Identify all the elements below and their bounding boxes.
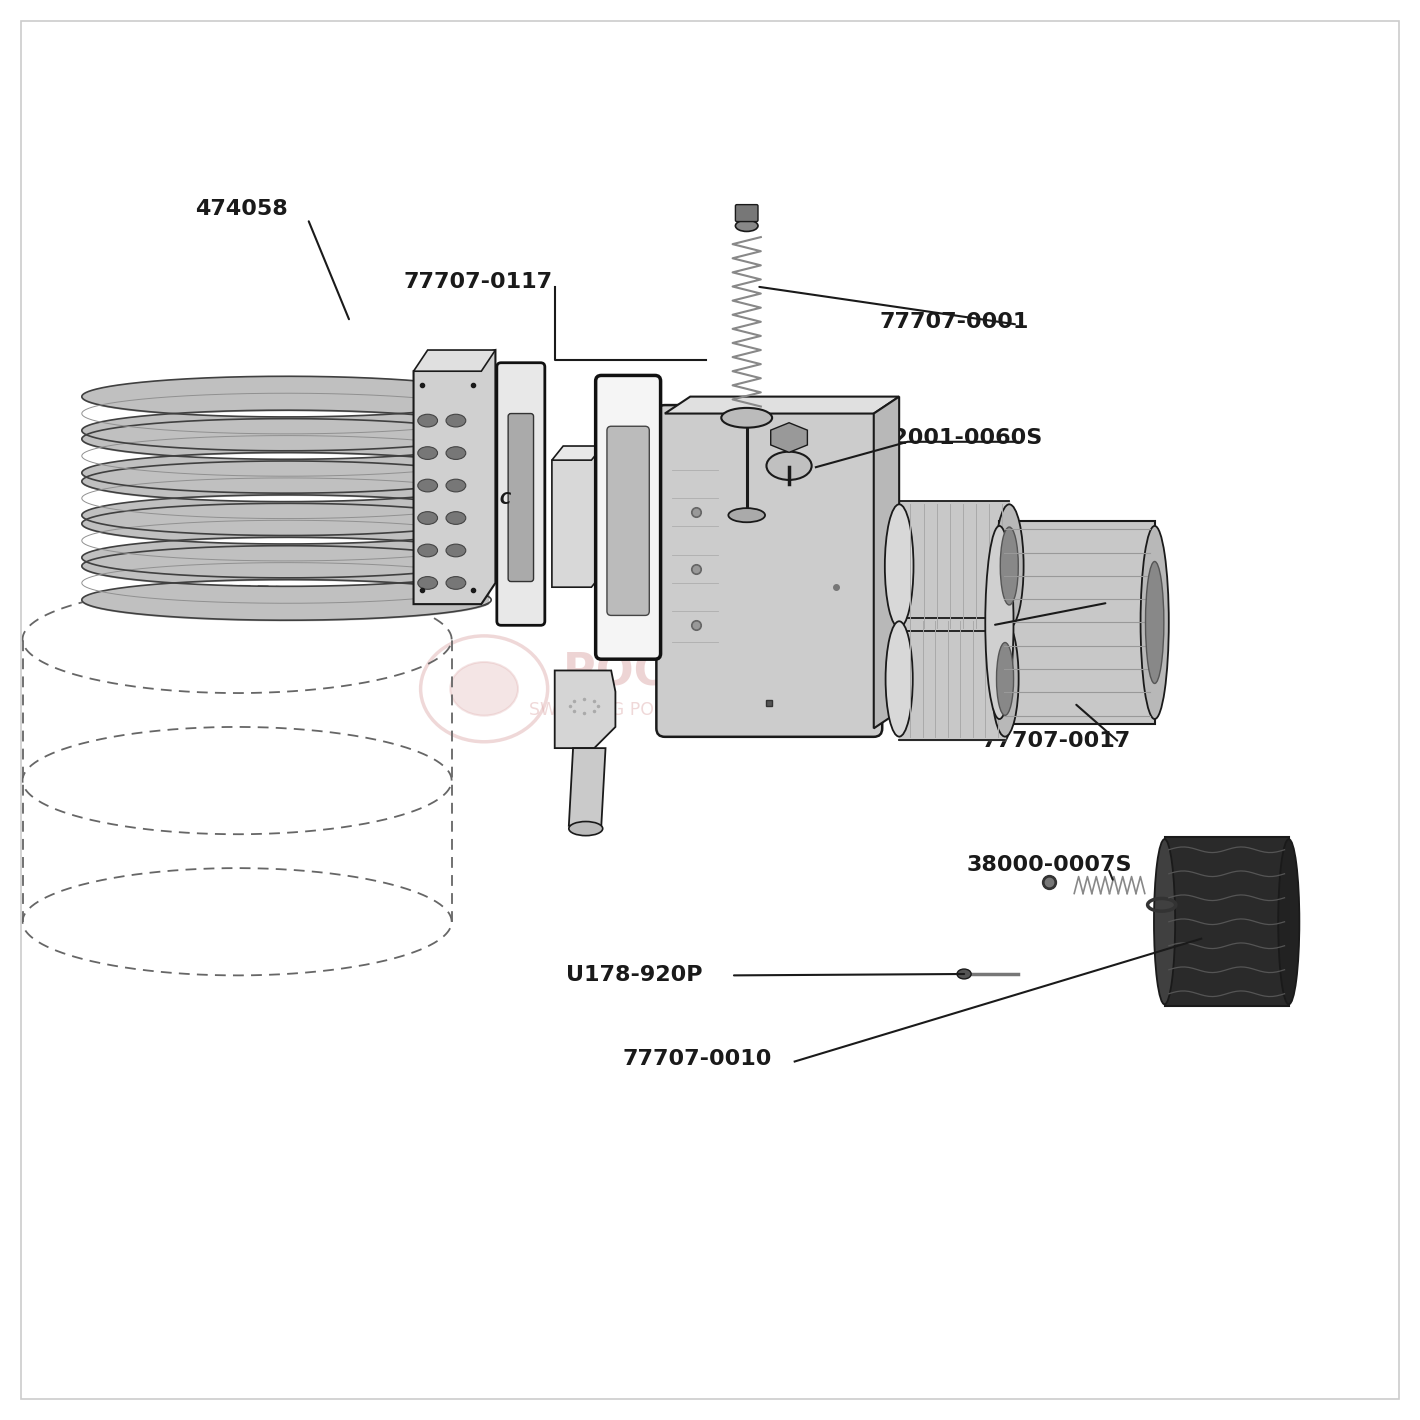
Text: 42001-0060S: 42001-0060S	[876, 427, 1042, 447]
Ellipse shape	[721, 408, 772, 427]
Ellipse shape	[446, 415, 466, 427]
Ellipse shape	[1140, 525, 1169, 719]
Polygon shape	[569, 748, 605, 826]
Text: SWIMMING POOL SUPPLIES & EQUIPMENT: SWIMMING POOL SUPPLIES & EQUIPMENT	[528, 701, 892, 719]
Text: POOL MART: POOL MART	[564, 652, 856, 694]
Polygon shape	[552, 446, 602, 460]
Ellipse shape	[417, 415, 437, 427]
Polygon shape	[873, 396, 899, 728]
Ellipse shape	[1278, 839, 1299, 1004]
FancyBboxPatch shape	[508, 413, 534, 582]
Ellipse shape	[446, 577, 466, 589]
Ellipse shape	[446, 447, 466, 460]
Ellipse shape	[417, 511, 437, 524]
Text: C: C	[500, 491, 511, 507]
Ellipse shape	[1000, 527, 1018, 605]
Polygon shape	[1000, 521, 1154, 724]
Ellipse shape	[767, 452, 812, 480]
Text: 474058: 474058	[195, 199, 287, 219]
Ellipse shape	[417, 544, 437, 557]
Ellipse shape	[1146, 561, 1164, 683]
Ellipse shape	[446, 511, 466, 524]
Polygon shape	[413, 349, 496, 604]
Polygon shape	[771, 423, 808, 453]
FancyBboxPatch shape	[595, 375, 660, 659]
Ellipse shape	[728, 508, 765, 523]
Ellipse shape	[957, 968, 971, 978]
Ellipse shape	[991, 622, 1018, 737]
Ellipse shape	[997, 642, 1014, 716]
Ellipse shape	[417, 447, 437, 460]
Ellipse shape	[569, 822, 602, 835]
Ellipse shape	[995, 504, 1024, 628]
Ellipse shape	[417, 577, 437, 589]
Text: 77707-0001: 77707-0001	[879, 312, 1028, 332]
Text: 38000-0007S: 38000-0007S	[967, 855, 1132, 875]
Text: 77707-0010: 77707-0010	[622, 1049, 772, 1069]
Text: 77707-0117: 77707-0117	[403, 273, 552, 293]
Ellipse shape	[446, 479, 466, 491]
Ellipse shape	[885, 504, 913, 628]
Ellipse shape	[985, 525, 1014, 719]
Ellipse shape	[417, 479, 437, 491]
FancyBboxPatch shape	[497, 362, 545, 625]
Polygon shape	[552, 446, 602, 588]
Polygon shape	[413, 349, 496, 371]
Ellipse shape	[886, 622, 913, 737]
Text: U178-920P: U178-920P	[567, 966, 703, 985]
FancyBboxPatch shape	[656, 405, 882, 737]
Ellipse shape	[736, 220, 758, 231]
Polygon shape	[1164, 836, 1289, 1007]
Text: 77707-0017: 77707-0017	[981, 731, 1130, 751]
FancyBboxPatch shape	[736, 204, 758, 222]
Ellipse shape	[1154, 839, 1176, 1004]
Ellipse shape	[450, 662, 518, 716]
Polygon shape	[555, 670, 615, 748]
FancyBboxPatch shape	[606, 426, 649, 615]
Text: 77707-0014: 77707-0014	[967, 589, 1116, 611]
Ellipse shape	[446, 544, 466, 557]
Polygon shape	[665, 396, 899, 413]
